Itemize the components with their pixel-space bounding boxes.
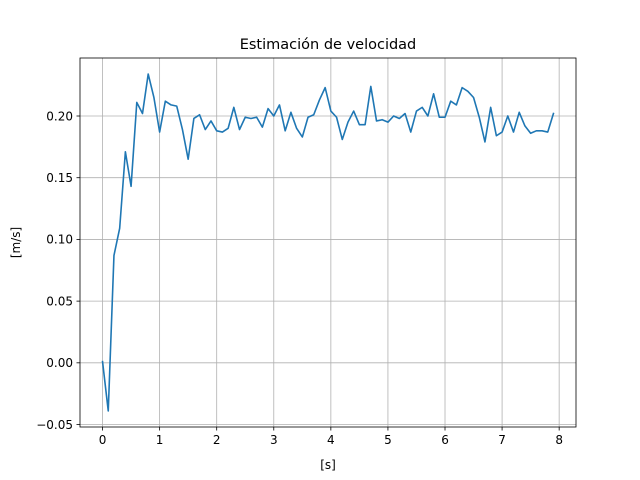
y-tick-label: 0.05 [46,294,73,308]
velocity-series-line [101,73,555,412]
y-tick-label: 0.20 [46,109,73,123]
y-tick-label: 0.00 [46,356,73,370]
x-tick-label: 3 [270,433,278,447]
y-axis-label: [m/s] [9,227,23,258]
x-tick-label: 8 [555,433,563,447]
x-tick-label: 2 [213,433,221,447]
x-tick-label: 6 [441,433,449,447]
x-tick-label: 4 [327,433,335,447]
plot-frame [79,57,577,428]
chart-title: Estimación de velocidad [240,37,417,53]
series-layer [101,73,555,412]
x-tick-label: 7 [498,433,506,447]
x-axis: 0 1 2 3 4 5 6 7 8 [99,427,563,447]
y-tick-label: 0.15 [46,171,73,185]
x-tick-label: 1 [156,433,164,447]
y-tick-label: −0.05 [36,418,73,432]
x-axis-label: [s] [320,458,336,472]
x-tick-label: 5 [384,433,392,447]
y-tick-label: 0.10 [46,233,73,247]
y-axis: −0.05 0.00 0.05 0.10 0.15 0.20 [36,109,80,432]
x-tick-label: 0 [99,433,107,447]
grid [80,58,576,427]
